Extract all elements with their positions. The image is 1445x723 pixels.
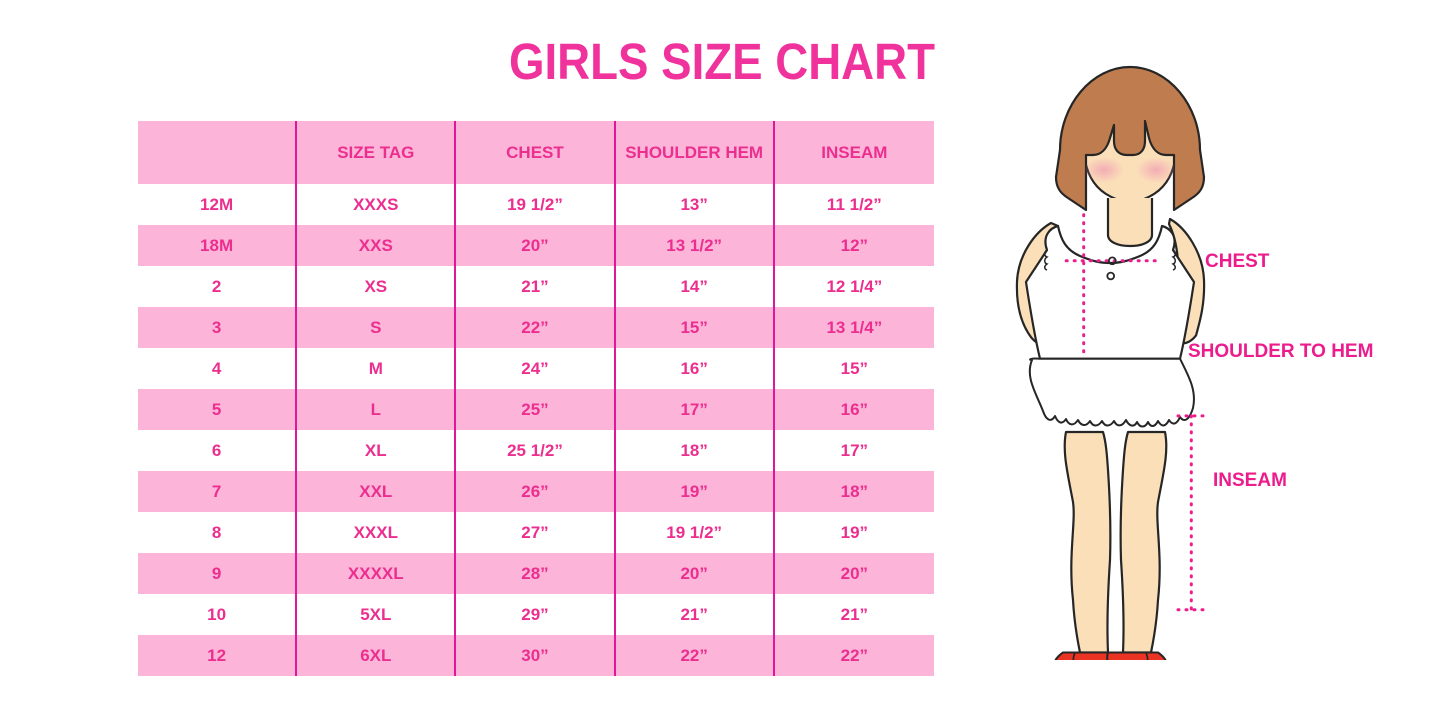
svg-text:SHOULDER TO HEM: SHOULDER TO HEM [1188,341,1373,362]
svg-text:INSEAM: INSEAM [1213,470,1287,491]
svg-text:CHEST: CHEST [1205,251,1270,272]
